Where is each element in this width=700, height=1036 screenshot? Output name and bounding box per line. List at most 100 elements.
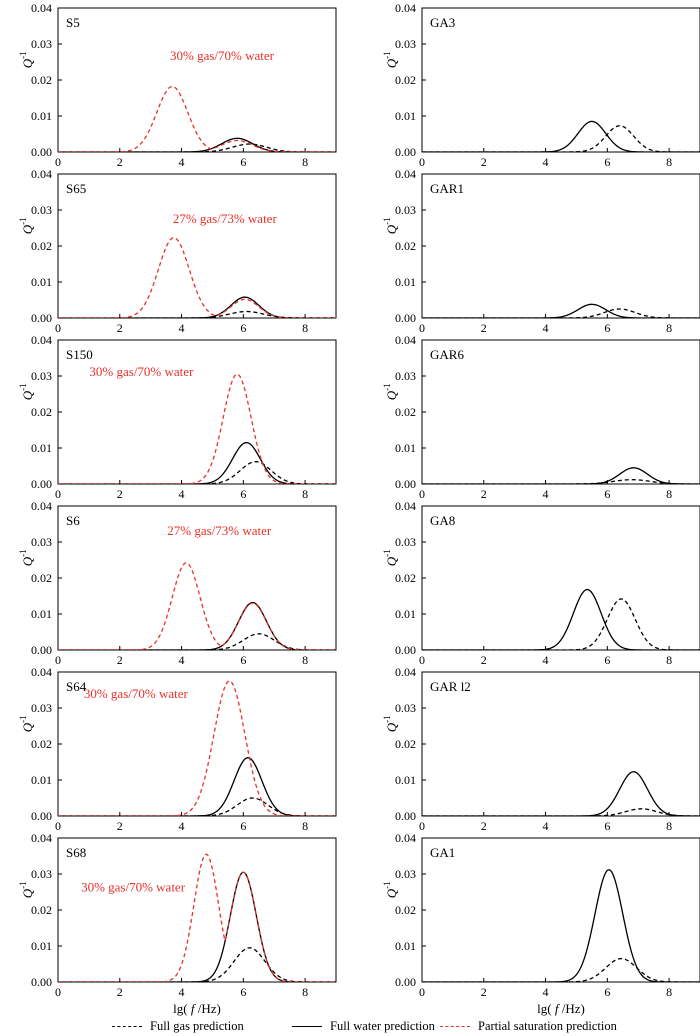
y-tick-label: 0.03 <box>31 37 52 51</box>
panel-ga1: 0 2 4 6 8 0.00 0.01 0.02 0.03 0.04 Q-1 GA1 lg( f /Hz… <box>382 831 700 1016</box>
x-tick-label: 4 <box>543 321 549 335</box>
annotation: 30% gas/70% water <box>89 364 194 379</box>
y-axis-label: Q-1 <box>382 51 399 68</box>
panel-label: S64 <box>66 679 87 694</box>
y-tick-label: 0.00 <box>395 809 416 823</box>
panel-label: GA1 <box>430 845 455 860</box>
y-axis-label: Q-1 <box>382 217 399 234</box>
series-partial-saturation <box>58 562 336 650</box>
annotation: 27% gas/73% water <box>167 523 272 538</box>
y-tick-label: 0.03 <box>31 701 52 715</box>
x-tick-label: 4 <box>179 487 185 501</box>
series-full-gas <box>422 125 700 152</box>
legend-item-gas: Full gas prediction <box>112 1016 244 1036</box>
x-tick-label: 6 <box>240 985 246 999</box>
y-tick-label: 0.00 <box>31 975 52 989</box>
panel-label: S68 <box>66 845 86 860</box>
x-tick-label: 8 <box>666 487 672 501</box>
panel-label: GAR1 <box>430 181 464 196</box>
x-tick-label: 8 <box>302 155 308 169</box>
y-tick-label: 0.00 <box>31 311 52 325</box>
y-tick-label: 0.04 <box>31 499 52 513</box>
y-tick-label: 0.01 <box>31 441 52 455</box>
y-tick-label: 0.00 <box>395 975 416 989</box>
series-full-water <box>422 120 700 152</box>
x-tick-label: 8 <box>666 819 672 833</box>
x-tick-label: 6 <box>240 819 246 833</box>
x-tick-label: 2 <box>117 487 123 501</box>
series-full-water <box>422 771 700 816</box>
x-tick-label: 6 <box>604 321 610 335</box>
y-tick-label: 0.02 <box>31 405 52 419</box>
series-full-water <box>422 467 700 484</box>
x-tick-label: 4 <box>179 155 185 169</box>
y-tick-label: 0.04 <box>31 333 52 347</box>
x-tick-label: 4 <box>543 155 549 169</box>
series-full-water <box>58 601 336 650</box>
y-axis-label: Q-1 <box>18 549 35 566</box>
annotation: 30% gas/70% water <box>170 48 275 63</box>
legend: Full gas prediction Full water predictio… <box>0 1016 700 1036</box>
y-tick-label: 0.04 <box>395 499 416 513</box>
series-full-water <box>422 303 700 318</box>
annotation: 30% gas/70% water <box>84 686 189 701</box>
y-axis-label: Q-1 <box>382 383 399 400</box>
y-tick-label: 0.04 <box>31 1 52 15</box>
x-tick-label: 4 <box>179 819 185 833</box>
x-tick-label: 4 <box>179 321 185 335</box>
x-tick-label: 8 <box>666 155 672 169</box>
x-tick-label: 6 <box>604 155 610 169</box>
x-tick-label: 0 <box>55 155 61 169</box>
panel-label: GAR l2 <box>430 679 471 694</box>
y-tick-label: 0.01 <box>31 275 52 289</box>
x-tick-label: 8 <box>302 321 308 335</box>
plot-frame <box>57 339 337 485</box>
x-tick-label: 2 <box>117 653 123 667</box>
y-tick-label: 0.01 <box>395 773 416 787</box>
x-tick-label: 0 <box>419 819 425 833</box>
x-axis-label: lg( f /Hz) <box>537 1001 585 1016</box>
y-tick-label: 0.02 <box>395 737 416 751</box>
x-tick-label: 0 <box>419 155 425 169</box>
y-axis-label: Q-1 <box>382 549 399 566</box>
x-tick-label: 2 <box>117 321 123 335</box>
y-tick-label: 0.00 <box>31 809 52 823</box>
panel-gar6: 0 2 4 6 8 0.00 0.01 0.02 0.03 0.04 Q-1 GAR6 <box>382 333 700 501</box>
y-tick-label: 0.02 <box>395 73 416 87</box>
legend-swatch-gas <box>112 1025 142 1027</box>
plot-frame <box>57 837 337 983</box>
annotation: 30% gas/70% water <box>81 879 186 894</box>
y-tick-label: 0.01 <box>395 939 416 953</box>
x-tick-label: 6 <box>240 487 246 501</box>
x-tick-label: 2 <box>117 819 123 833</box>
x-tick-label: 2 <box>117 155 123 169</box>
y-axis-label-sup: -1 <box>18 383 28 391</box>
x-tick-label: 4 <box>543 819 549 833</box>
y-tick-label: 0.04 <box>395 333 416 347</box>
x-tick-label: 8 <box>666 653 672 667</box>
series-full-gas <box>422 479 700 484</box>
y-tick-label: 0.03 <box>395 535 416 549</box>
x-tick-label: 0 <box>419 321 425 335</box>
y-axis-label: Q-1 <box>18 881 35 898</box>
y-tick-label: 0.04 <box>395 167 416 181</box>
y-tick-label: 0.02 <box>395 405 416 419</box>
y-axis-label-sup: -1 <box>18 549 28 557</box>
series-full-gas <box>58 947 336 982</box>
x-tick-label: 2 <box>481 321 487 335</box>
x-tick-label: 0 <box>419 985 425 999</box>
x-tick-label: 0 <box>55 487 61 501</box>
panel-s65: 0 2 4 6 8 0.00 0.01 0.02 0.03 0.04 Q-1 S65 27% gas/7… <box>18 167 337 335</box>
y-tick-label: 0.02 <box>395 239 416 253</box>
plot-frame <box>57 7 337 153</box>
y-axis-label-sup: -1 <box>382 51 392 59</box>
legend-label-gas: Full gas prediction <box>150 1018 244 1033</box>
series-full-gas <box>58 633 336 650</box>
y-axis-label-sup: -1 <box>382 217 392 225</box>
y-tick-label: 0.02 <box>395 903 416 917</box>
x-tick-label: 0 <box>55 819 61 833</box>
plot-frame <box>57 173 337 319</box>
y-tick-label: 0.01 <box>395 275 416 289</box>
series-partial-saturation <box>58 853 336 982</box>
x-tick-label: 8 <box>302 487 308 501</box>
